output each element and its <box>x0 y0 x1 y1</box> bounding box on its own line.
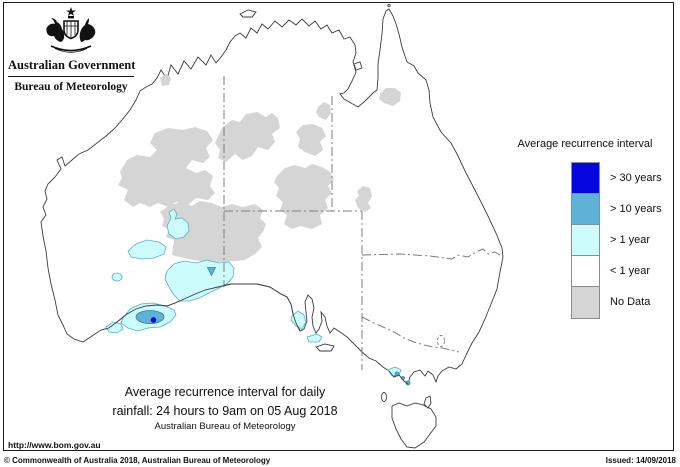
caption-line2: rainfall: 24 hours to 9am on 05 Aug 2018 <box>112 403 338 418</box>
caption-line3: Australian Bureau of Meteorology <box>154 421 296 432</box>
government-title: Australian Government <box>8 58 135 77</box>
legend-swatches <box>571 162 600 319</box>
gt10yr-regions <box>135 267 411 386</box>
legend-title: Average recurrence interval <box>517 138 653 150</box>
cape-york-islet <box>387 3 391 8</box>
coat-of-arms-icon <box>46 7 96 53</box>
legend-swatch-gt1 <box>572 225 599 256</box>
legend-swatch-lt1 <box>572 256 599 287</box>
no-data-regions <box>118 74 401 299</box>
islands <box>239 3 437 449</box>
marker-triangle <box>206 267 217 277</box>
bom-url: http://www.bom.gov.au <box>8 440 101 450</box>
melville-island <box>239 9 257 18</box>
act-border <box>437 335 445 347</box>
legend-label-gt10: > 10 years <box>610 203 662 215</box>
flinders-island <box>423 395 432 409</box>
legend-label-gt1: > 1 year <box>610 234 651 246</box>
legend-label-nodata: No Data <box>610 296 651 308</box>
legend-label-gt30: > 30 years <box>610 172 662 184</box>
kangaroo-island <box>315 343 335 352</box>
caption-line1: Average recurrence interval for daily <box>124 385 326 399</box>
gt30yr-region <box>150 317 157 323</box>
groote-eylandt <box>353 61 363 71</box>
state-borders <box>223 76 504 370</box>
map-frame <box>3 2 674 451</box>
king-island <box>381 392 387 402</box>
tasmania <box>391 402 437 449</box>
logo-block: Australian Government Bureau of Meteorol… <box>8 6 135 93</box>
coastline-overlay <box>100 283 409 385</box>
footer-copyright: © Commonwealth of Australia 2018, Austra… <box>4 456 271 465</box>
legend-swatch-gt30 <box>572 163 599 194</box>
legend-label-lt1: < 1 year <box>610 265 651 277</box>
bureau-title: Bureau of Meteorology <box>14 81 128 93</box>
legend-swatch-gt10 <box>572 194 599 225</box>
legend-swatch-nodata <box>572 287 599 318</box>
map-caption: Average recurrence interval for daily ra… <box>62 386 388 432</box>
footer-issued: Issued: 14/09/2018 <box>605 456 676 465</box>
